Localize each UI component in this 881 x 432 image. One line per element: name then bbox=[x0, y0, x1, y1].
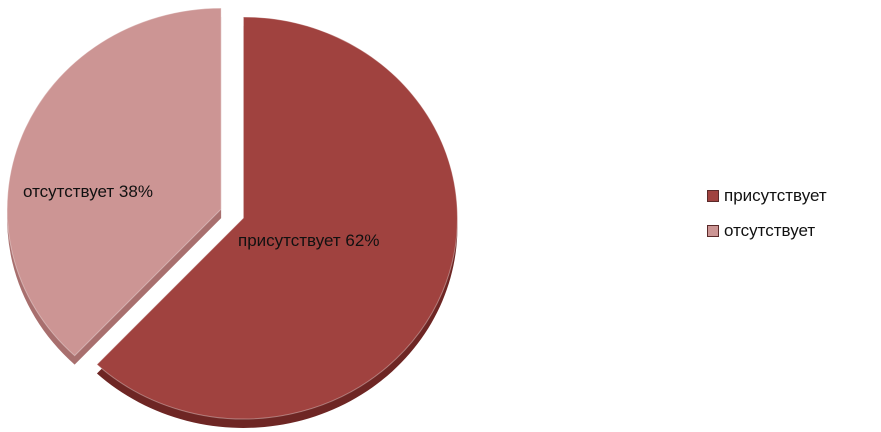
data-label-absent: отсутствует 38% bbox=[23, 182, 153, 201]
pie-data-labels: присутствует 62% отсутствует 38% bbox=[23, 182, 379, 250]
data-label-present: присутствует 62% bbox=[238, 231, 379, 250]
pie-slices bbox=[6, 7, 458, 420]
legend-label-present: присутствует bbox=[724, 186, 827, 205]
legend-swatch-absent bbox=[707, 225, 719, 237]
pie-slice-present bbox=[96, 16, 458, 420]
pie-slice-absent bbox=[6, 7, 222, 357]
legend-label-absent: отсутствует bbox=[724, 221, 816, 240]
legend-swatch-present bbox=[707, 190, 719, 202]
legend: присутствует отсутствует bbox=[707, 186, 877, 256]
legend-item-absent: отсутствует bbox=[707, 221, 877, 241]
legend-item-present: присутствует bbox=[707, 186, 877, 206]
